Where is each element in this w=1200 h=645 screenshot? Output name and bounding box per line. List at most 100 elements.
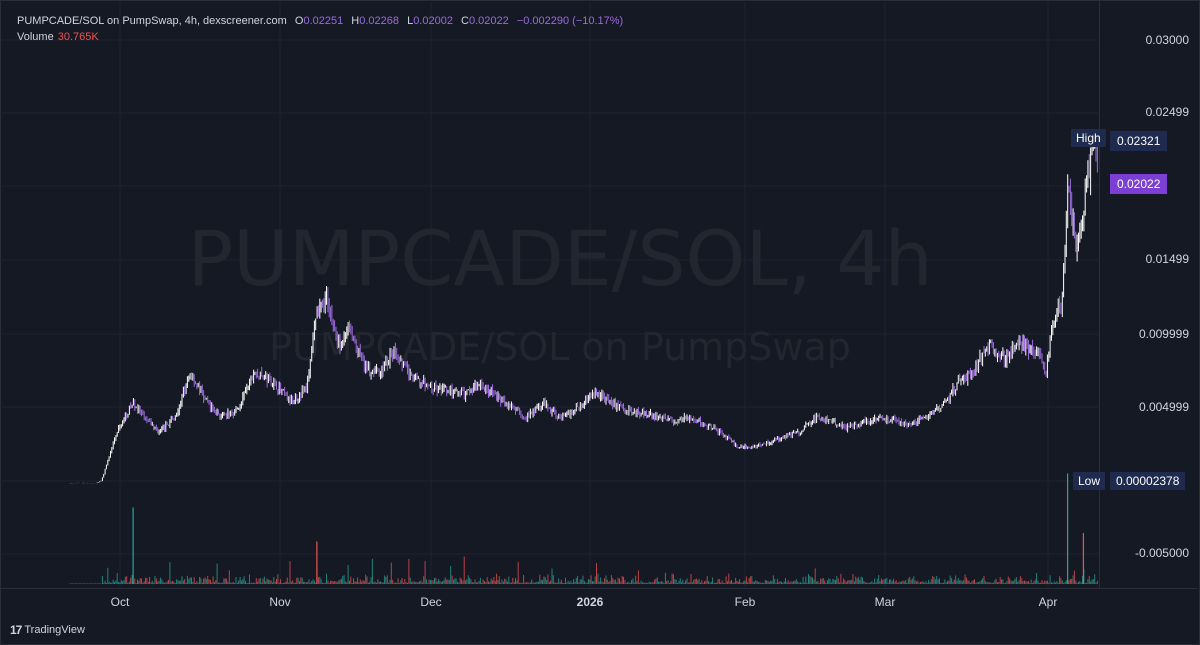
- volume-bar: [240, 580, 242, 584]
- volume-bar: [654, 579, 656, 584]
- volume-bar: [570, 580, 572, 584]
- volume-bar: [517, 561, 519, 584]
- volume-bar: [745, 576, 747, 584]
- volume-bar: [300, 577, 302, 584]
- volume-bar: [930, 579, 932, 584]
- volume-bar: [529, 582, 531, 584]
- volume-bar: [332, 581, 334, 584]
- volume-bar: [77, 583, 79, 584]
- volume-bar: [394, 582, 396, 584]
- volume-bar: [157, 581, 159, 584]
- volume-bar: [681, 582, 683, 584]
- volume-bar: [862, 577, 863, 584]
- volume-bar: [315, 582, 317, 584]
- volume-bar: [392, 579, 394, 584]
- volume-bar: [107, 567, 109, 584]
- volume-bar: [76, 583, 78, 584]
- volume-bar: [817, 581, 819, 584]
- volume-bar: [149, 576, 151, 584]
- high-value-badge: 0.02321: [1110, 131, 1168, 151]
- volume-bar: [1036, 573, 1038, 584]
- volume-value: 30.765K: [57, 31, 99, 43]
- volume-bar: [224, 578, 226, 584]
- volume-bar: [705, 580, 707, 584]
- volume-bar: [664, 572, 666, 584]
- volume-bar: [482, 579, 484, 584]
- volume-bar: [114, 582, 115, 584]
- volume-bar: [1019, 576, 1021, 584]
- volume-bar: [328, 582, 330, 584]
- volume-bar: [234, 582, 236, 584]
- volume-bar: [1059, 576, 1061, 584]
- volume-bar: [597, 573, 599, 584]
- volume-bar: [501, 579, 503, 584]
- volume-bar: [304, 581, 306, 584]
- grid: [2, 2, 1098, 587]
- volume-bar: [543, 576, 545, 584]
- volume-bar: [768, 582, 770, 584]
- volume-bar: [376, 582, 377, 584]
- volume-bar: [921, 581, 923, 584]
- volume-bar: [228, 570, 230, 584]
- volume-bar: [396, 582, 398, 584]
- volume-bar: [235, 577, 237, 584]
- low-value-badge: 0.00002378: [1110, 472, 1186, 490]
- volume-label: Volume: [17, 31, 54, 43]
- volume-bar: [536, 581, 538, 584]
- volume-bar: [690, 574, 692, 584]
- volume-bar: [319, 576, 321, 584]
- volume-bar: [513, 582, 515, 584]
- volume-bar: [478, 580, 480, 584]
- volume-bar: [1084, 583, 1086, 584]
- volume-bar: [115, 580, 117, 584]
- volume-bar: [1005, 582, 1007, 584]
- volume-bar: [1069, 579, 1071, 584]
- volume-bar: [475, 582, 477, 584]
- volume-bar: [219, 582, 221, 584]
- volume-bar: [365, 574, 367, 584]
- volume-spike: [1082, 533, 1084, 584]
- volume-bar: [443, 579, 445, 584]
- volume-bar: [155, 578, 157, 584]
- volume-bar: [258, 578, 260, 584]
- volume-bar: [782, 582, 784, 584]
- volume-bar: [767, 580, 769, 584]
- volume-bar: [351, 583, 353, 584]
- volume-bar: [516, 580, 518, 584]
- volume-bar: [909, 576, 911, 584]
- volume-bar: [92, 583, 94, 584]
- volume-bar: [159, 577, 161, 584]
- volume-bar: [409, 577, 411, 584]
- volume-bar: [425, 579, 427, 584]
- volume-bar: [108, 581, 110, 584]
- volume-bar: [682, 579, 684, 584]
- volume-bar: [95, 583, 97, 584]
- legend-close-key: C: [461, 15, 469, 27]
- volume-bar: [525, 582, 527, 584]
- volume-bar: [636, 581, 638, 584]
- volume-bar: [913, 576, 915, 584]
- volume-bar: [986, 582, 988, 584]
- volume-bar: [439, 580, 441, 584]
- volume-bar: [189, 577, 191, 584]
- volume-bar: [710, 581, 712, 584]
- tradingview-logo[interactable]: 17 TradingView: [10, 623, 85, 637]
- volume-bar: [770, 580, 772, 584]
- volume-bar: [1045, 581, 1047, 584]
- volume-bar: [637, 570, 639, 584]
- volume-bar: [880, 578, 882, 584]
- volume-bar: [1001, 579, 1002, 584]
- volume-bar: [887, 582, 889, 584]
- volume-bar: [324, 582, 326, 584]
- volume-bar: [552, 575, 554, 584]
- volume-bar: [1088, 576, 1090, 584]
- volume-bar: [1006, 581, 1008, 584]
- volume-bar: [134, 578, 136, 584]
- volume-bar: [860, 576, 862, 584]
- volume-bar: [562, 582, 564, 584]
- volume-bar: [78, 583, 80, 584]
- volume-bar: [616, 582, 618, 584]
- volume-bar: [691, 582, 693, 584]
- volume-bar: [776, 578, 778, 584]
